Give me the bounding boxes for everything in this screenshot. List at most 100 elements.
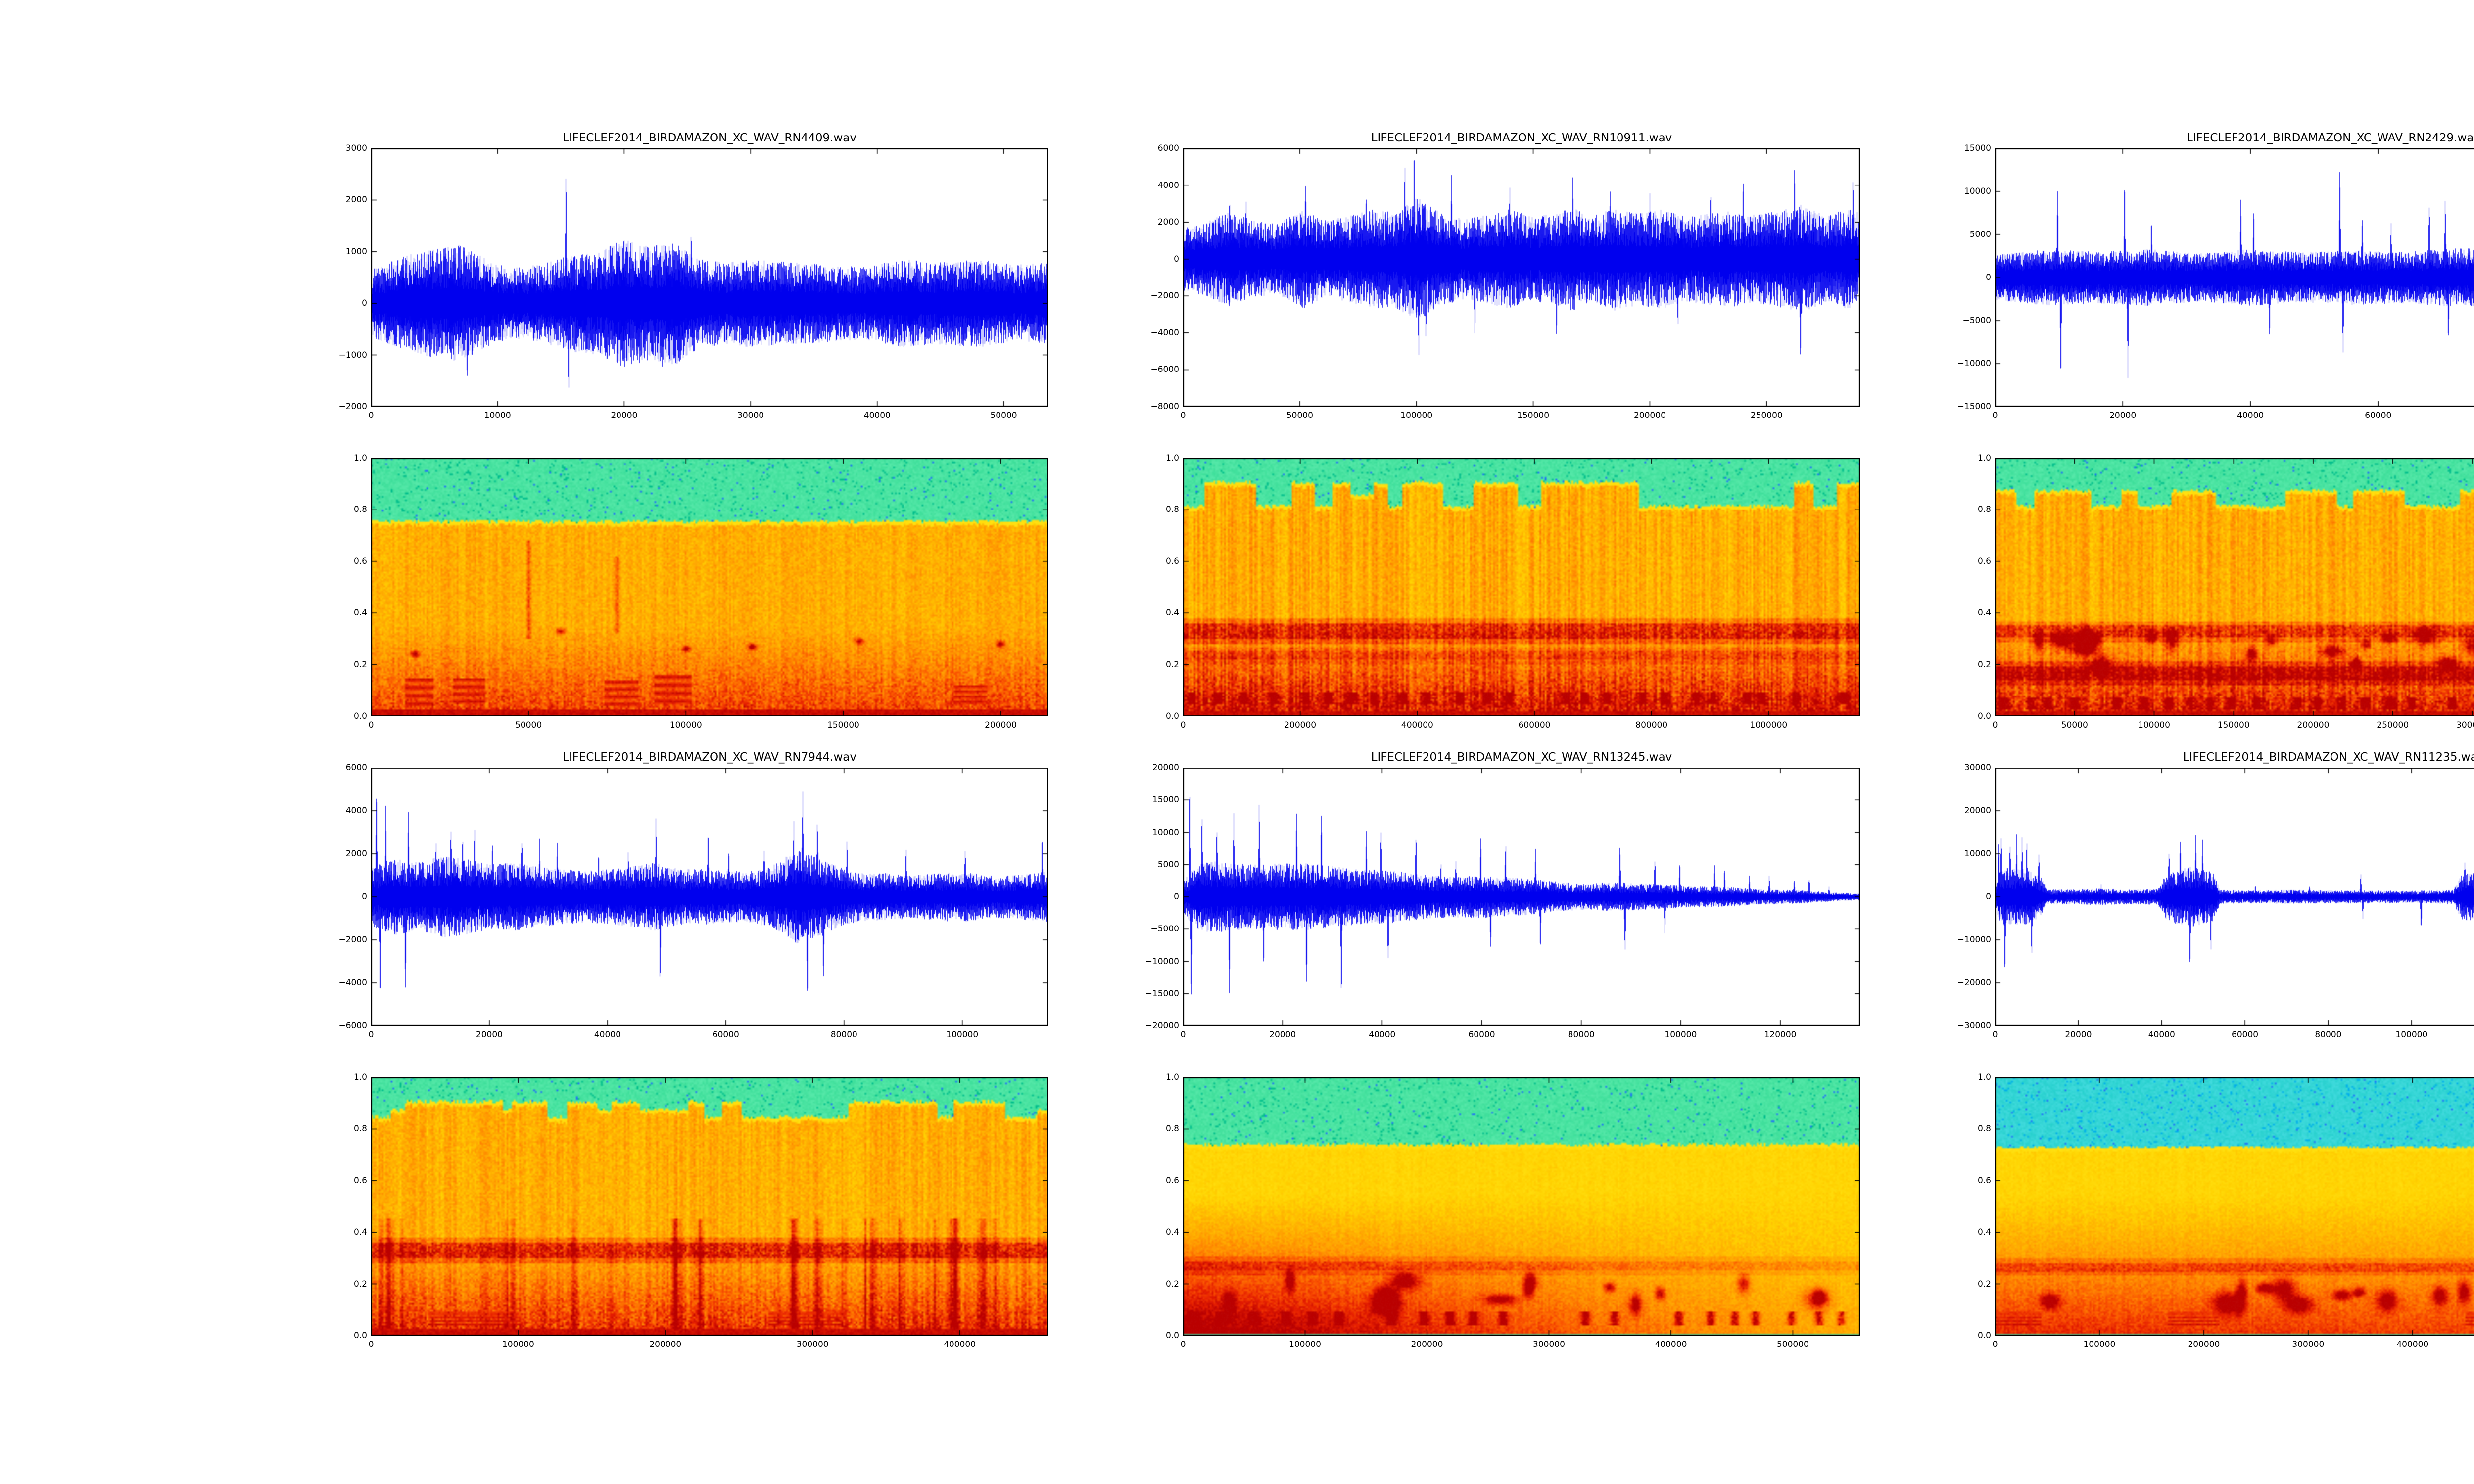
y-tick-label: −2000 [1150,291,1179,301]
waveform-subplot-row3-col2: LIFECLEF2014_BIRDAMAZON_XC_WAV_RN13245.w… [1145,751,1860,1040]
x-tick-label: 0 [368,411,374,420]
y-tick-label: 10000 [1152,827,1179,837]
y-tick-label: 20000 [1152,763,1179,773]
x-tick-label: 30000 [737,411,764,420]
x-tick-label: 20000 [2065,1030,2092,1040]
y-tick-label: 5000 [1969,230,1991,239]
y-tick-label: −20000 [1957,978,1991,988]
waveform-canvas [1183,768,1860,1026]
y-tick-label: −1000 [338,350,367,360]
x-tick-label: 40000 [1369,1030,1396,1040]
y-tick-label: 0.8 [353,505,367,515]
waveform-canvas [371,148,1048,407]
x-tick-label: 80000 [2471,411,2474,420]
x-tick-label: 300000 [1533,1340,1565,1349]
x-tick-label: 400000 [2396,1340,2429,1349]
y-tick-label: 0.2 [1165,659,1179,670]
spectrogram-canvas [371,458,1048,716]
x-tick-label: 400000 [944,1340,976,1349]
y-tick-label: 0.0 [353,711,367,721]
x-tick-label: 50000 [515,720,542,730]
x-tick-label: 200000 [985,720,1017,730]
y-tick-label: 1.0 [353,453,367,463]
y-tick-label: 0.0 [1977,711,1991,721]
y-tick-label: −5000 [1150,924,1179,934]
waveform-canvas [1995,148,2474,407]
x-tick-label: 200000 [2297,720,2330,730]
y-tick-label: 15000 [1964,143,1991,153]
x-tick-label: 200000 [1284,720,1317,730]
waveform-canvas [371,768,1048,1026]
x-tick-label: 200000 [649,1340,682,1349]
y-tick-label: −6000 [338,1021,367,1031]
x-tick-label: 150000 [827,720,859,730]
y-tick-label: 4000 [1157,180,1179,190]
y-tick-label: −10000 [1957,935,1991,945]
x-tick-label: 300000 [2456,720,2474,730]
y-tick-label: 10000 [1964,186,1991,196]
y-tick-label: −15000 [1957,402,1991,412]
y-tick-label: 0.0 [1165,1331,1179,1341]
y-tick-label: 0 [1986,892,1991,902]
x-tick-label: 0 [368,1340,374,1349]
y-tick-label: 2000 [1157,217,1179,228]
waveform-subplot-row3-col3: LIFECLEF2014_BIRDAMAZON_XC_WAV_RN11235.w… [1957,751,2474,1040]
y-tick-label: 0.4 [353,608,367,618]
spectrogram-subplot-row4-col3: 01000002000003000004000005000006000000.0… [1978,1073,2474,1349]
x-tick-label: 800000 [1635,720,1668,730]
spectrogram-canvas [1995,1077,2474,1336]
x-tick-label: 150000 [1517,411,1550,420]
x-tick-label: 250000 [2377,720,2409,730]
x-tick-label: 100000 [946,1030,979,1040]
y-tick-label: 0 [1174,254,1179,264]
spectrogram-canvas [1995,458,2474,716]
x-tick-label: 60000 [2232,1030,2259,1040]
x-tick-label: 60000 [712,1030,739,1040]
y-tick-label: 20000 [1964,806,1991,816]
y-tick-label: 2000 [345,195,367,205]
y-tick-label: 1.0 [1977,1072,1991,1082]
y-tick-label: 0 [362,892,367,902]
x-tick-label: 100000 [1289,1340,1321,1349]
x-tick-label: 100000 [2083,1340,2116,1349]
y-tick-label: 0.4 [1977,1227,1991,1238]
x-tick-label: 0 [1992,411,1998,420]
x-tick-label: 20000 [476,1030,503,1040]
y-tick-label: −4000 [1150,327,1179,338]
waveform-subplot-row1-col1: LIFECLEF2014_BIRDAMAZON_XC_WAV_RN4409.wa… [338,132,1048,420]
x-tick-label: 0 [1992,1340,1998,1349]
x-tick-label: 80000 [2315,1030,2342,1040]
y-tick-label: 1.0 [1977,453,1991,463]
x-tick-label: 0 [1180,1340,1186,1349]
waveform-subplot-row1-col3: LIFECLEF2014_BIRDAMAZON_XC_WAV_RN2429.wa… [1957,132,2474,420]
x-tick-label: 500000 [1776,1340,1809,1349]
spectrogram-subplot-row2-col2: 0 200000 400000 600000 800000 1000000 0.0 0.2 0.… [1166,454,1860,730]
y-tick-label: 0 [1174,892,1179,902]
waveform-subplot-row1-col2: LIFECLEF2014_BIRDAMAZON_XC_WAV_RN10911.w… [1150,132,1860,420]
y-tick-label: 0.8 [1977,505,1991,515]
x-tick-label: 20000 [1269,1030,1296,1040]
y-tick-label: 2000 [345,849,367,859]
spectrogram-canvas [1183,1077,1860,1336]
y-tick-label: −10000 [1145,956,1179,967]
y-tick-label: 4000 [345,806,367,816]
y-tick-label: 0.0 [1977,1331,1991,1341]
y-tick-label: −8000 [1150,402,1179,412]
plot-title: LIFECLEF2014_BIRDAMAZON_XC_WAV_RN10911.w… [1371,132,1672,144]
x-tick-label: 60000 [2365,411,2392,420]
y-tick-label: −5000 [1962,316,1991,325]
spectrogram-subplot-row4-col1: 0 100000 200000 300000 400000 0.0 0.2 0.4 0.6 0.8… [354,1073,1048,1349]
spectrogram-subplot-row2-col1: 0 50000 100000 150000 200000 0.0 0.2 0.4 0.6 0.8 1… [354,454,1048,730]
x-tick-label: 10000 [484,411,511,420]
x-tick-label: 400000 [1655,1340,1687,1349]
y-tick-label: 0.6 [1165,556,1179,566]
x-tick-label: 40000 [594,1030,621,1040]
x-tick-label: 100000 [2138,720,2170,730]
y-tick-label: 0.6 [1977,1175,1991,1186]
x-tick-label: 0 [368,720,374,730]
plot-title: LIFECLEF2014_BIRDAMAZON_XC_WAV_RN11235.w… [2183,751,2474,764]
x-tick-label: 300000 [2292,1340,2325,1349]
x-tick-label: 0 [368,1030,374,1040]
y-tick-label: 1.0 [353,1072,367,1082]
